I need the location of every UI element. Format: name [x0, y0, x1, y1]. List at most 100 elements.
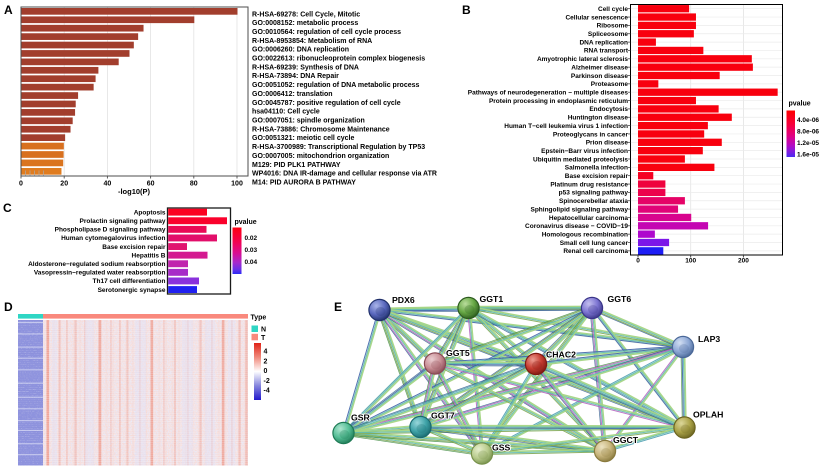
svg-text:Phospholipase D signaling path: Phospholipase D signaling pathway — [55, 227, 166, 234]
svg-text:Parkinson disease: Parkinson disease — [571, 73, 628, 80]
svg-text:GO:0022613: ribonucleoprotein: GO:0022613: ribonucleoprotein complex bi… — [252, 56, 425, 63]
svg-text:0: 0 — [636, 257, 640, 264]
svg-text:40: 40 — [104, 181, 112, 188]
svg-text:Aldosterone−regulated sodium r: Aldosterone−regulated sodium reabsorptio… — [28, 261, 165, 268]
svg-text:R-HSA-69239: Synthesis of DNA: R-HSA-69239: Synthesis of DNA — [252, 64, 359, 71]
svg-text:Sphingolipid signaling pathway: Sphingolipid signaling pathway — [531, 206, 629, 213]
svg-text:GO:0045787: positive regulatio: GO:0045787: positive regulation of cell … — [252, 100, 401, 107]
svg-text:OPLAH: OPLAH — [693, 410, 723, 420]
svg-text:GSS: GSS — [492, 443, 511, 453]
svg-text:Coronavirus disease − COVID−19: Coronavirus disease − COVID−19 — [525, 223, 628, 230]
svg-text:Proteasome: Proteasome — [591, 81, 629, 88]
svg-text:pvalue: pvalue — [789, 101, 811, 108]
svg-text:Hepatitis B: Hepatitis B — [132, 252, 166, 259]
svg-text:Base excision repair: Base excision repair — [102, 244, 166, 251]
svg-text:Spliceosome: Spliceosome — [588, 31, 628, 38]
svg-text:0.02: 0.02 — [245, 235, 258, 242]
svg-text:GGT1: GGT1 — [480, 294, 504, 304]
svg-text:Apoptosis: Apoptosis — [134, 209, 166, 216]
svg-text:GO:0008152: metabolic process: GO:0008152: metabolic process — [252, 20, 358, 27]
svg-text:R-HSA-73886: Chromosome Mainte: R-HSA-73886: Chromosome Maintenance — [252, 126, 390, 133]
svg-text:CHAC2: CHAC2 — [546, 350, 576, 360]
svg-text:Hepatocellular carcinoma: Hepatocellular carcinoma — [549, 215, 628, 222]
svg-text:0: 0 — [264, 368, 268, 375]
svg-text:GGT7: GGT7 — [431, 411, 455, 421]
svg-text:100: 100 — [231, 181, 243, 188]
svg-text:Type: Type — [251, 315, 267, 322]
svg-text:GO:0010564: regulation of cell: GO:0010564: regulation of cell cycle pro… — [252, 29, 401, 36]
svg-text:Epstein−Barr virus infection: Epstein−Barr virus infection — [541, 148, 628, 155]
svg-text:Vasopressin−regulated water re: Vasopressin−regulated water reabsorption — [34, 270, 166, 277]
svg-text:GGT5: GGT5 — [446, 348, 470, 358]
svg-text:DNA replication: DNA replication — [579, 39, 628, 46]
svg-text:GO:0051321: meiotic cell cycle: GO:0051321: meiotic cell cycle — [252, 135, 354, 142]
svg-text:Salmonella infection: Salmonella infection — [565, 165, 628, 172]
svg-text:hsa04110: Cell cycle: hsa04110: Cell cycle — [252, 109, 320, 116]
svg-text:-2: -2 — [264, 378, 270, 385]
svg-text:Spinocerebellar ataxia: Spinocerebellar ataxia — [559, 198, 628, 205]
svg-text:1.2e-05: 1.2e-05 — [797, 140, 819, 147]
svg-text:Proteoglycans in cancer: Proteoglycans in cancer — [553, 131, 629, 138]
svg-text:Cell cycle: Cell cycle — [598, 6, 628, 13]
svg-text:GO:0007005: mitochondrion orga: GO:0007005: mitochondrion organization — [252, 153, 389, 160]
svg-text:Base excision repair: Base excision repair — [565, 173, 629, 180]
svg-text:GO:0006260: DNA replication: GO:0006260: DNA replication — [252, 47, 349, 54]
svg-text:pvalue: pvalue — [235, 219, 257, 226]
svg-text:M129: PID PLK1 PATHWAY: M129: PID PLK1 PATHWAY — [252, 162, 341, 169]
svg-text:p53 signaling pathway: p53 signaling pathway — [559, 190, 629, 197]
svg-text:GO:0051052: regulation of DNA: GO:0051052: regulation of DNA metabolic … — [252, 82, 420, 89]
svg-text:GO:0007051: spindle organizati: GO:0007051: spindle organization — [252, 118, 365, 125]
svg-text:R-HSA-8953854: Metabolism of R: R-HSA-8953854: Metabolism of RNA — [252, 38, 372, 45]
svg-text:20: 20 — [60, 181, 68, 188]
svg-text:Cellular senescence: Cellular senescence — [565, 14, 628, 21]
svg-text:GGCT: GGCT — [613, 435, 639, 445]
svg-text:GO:0006412: translation: GO:0006412: translation — [252, 91, 333, 98]
svg-text:Prolactin signaling pathway: Prolactin signaling pathway — [80, 218, 166, 225]
svg-text:D: D — [4, 300, 13, 314]
svg-text:2: 2 — [264, 358, 268, 365]
svg-text:-log10(P): -log10(P) — [118, 187, 151, 196]
svg-text:C: C — [3, 201, 12, 215]
svg-text:R-HSA-3700989: Transcriptional: R-HSA-3700989: Transcriptional Regulatio… — [252, 144, 425, 151]
svg-text:GGT6: GGT6 — [608, 294, 632, 304]
svg-text:A: A — [4, 3, 13, 17]
svg-text:Huntington disease: Huntington disease — [568, 115, 629, 122]
svg-text:200: 200 — [738, 257, 749, 264]
svg-text:80: 80 — [190, 181, 198, 188]
svg-text:Alzheimer disease: Alzheimer disease — [571, 64, 628, 71]
svg-text:R-HSA-73894: DNA Repair: R-HSA-73894: DNA Repair — [252, 73, 339, 80]
svg-text:Ribosome: Ribosome — [597, 23, 629, 30]
svg-text:LAP3: LAP3 — [698, 334, 720, 344]
svg-text:0.04: 0.04 — [245, 259, 258, 266]
svg-text:Serotonergic synapse: Serotonergic synapse — [98, 287, 166, 294]
svg-text:0: 0 — [19, 181, 23, 188]
svg-text:0.03: 0.03 — [245, 247, 258, 254]
svg-text:Protein processing in endoplas: Protein processing in endoplasmic reticu… — [489, 98, 628, 105]
svg-text:Human cytomegalovirus infectio: Human cytomegalovirus infection — [61, 235, 165, 242]
svg-text:GSR: GSR — [351, 413, 371, 423]
svg-text:B: B — [462, 3, 471, 17]
svg-text:Small cell lung cancer: Small cell lung cancer — [560, 240, 629, 247]
svg-text:60: 60 — [147, 181, 155, 188]
svg-text:Endocytosis: Endocytosis — [589, 106, 628, 113]
svg-text:1.6e-05: 1.6e-05 — [797, 152, 819, 159]
svg-text:Platinum drug resistance: Platinum drug resistance — [550, 181, 628, 188]
svg-text:Homologous recombination: Homologous recombination — [542, 232, 628, 239]
svg-text:RNA transport: RNA transport — [584, 48, 629, 55]
svg-text:8.0e-06: 8.0e-06 — [797, 129, 819, 136]
svg-text:Renal cell carcinoma: Renal cell carcinoma — [563, 248, 628, 255]
svg-text:E: E — [334, 300, 342, 314]
svg-text:PDX6: PDX6 — [392, 295, 415, 305]
svg-text:R-HSA-69278: Cell Cycle, Mitot: R-HSA-69278: Cell Cycle, Mitotic — [252, 11, 360, 18]
svg-text:4.0e-06: 4.0e-06 — [797, 117, 819, 124]
svg-text:M14: PID AURORA B PATHWAY: M14: PID AURORA B PATHWAY — [252, 180, 356, 187]
svg-text:100: 100 — [685, 257, 696, 264]
svg-text:Amyotrophic lateral sclerosis: Amyotrophic lateral sclerosis — [537, 56, 628, 63]
svg-text:Human T−cell leukemia virus 1: Human T−cell leukemia virus 1 infection — [504, 123, 628, 130]
svg-text:4: 4 — [264, 349, 268, 356]
svg-text:N: N — [261, 327, 266, 334]
svg-text:Pathways of neurodegeneration: Pathways of neurodegeneration − multiple… — [468, 90, 629, 97]
svg-text:-4: -4 — [264, 388, 270, 395]
svg-text:Ubiquitin mediated proteolysis: Ubiquitin mediated proteolysis — [533, 156, 628, 163]
svg-text:Th17 cell differentiation: Th17 cell differentiation — [93, 278, 166, 285]
